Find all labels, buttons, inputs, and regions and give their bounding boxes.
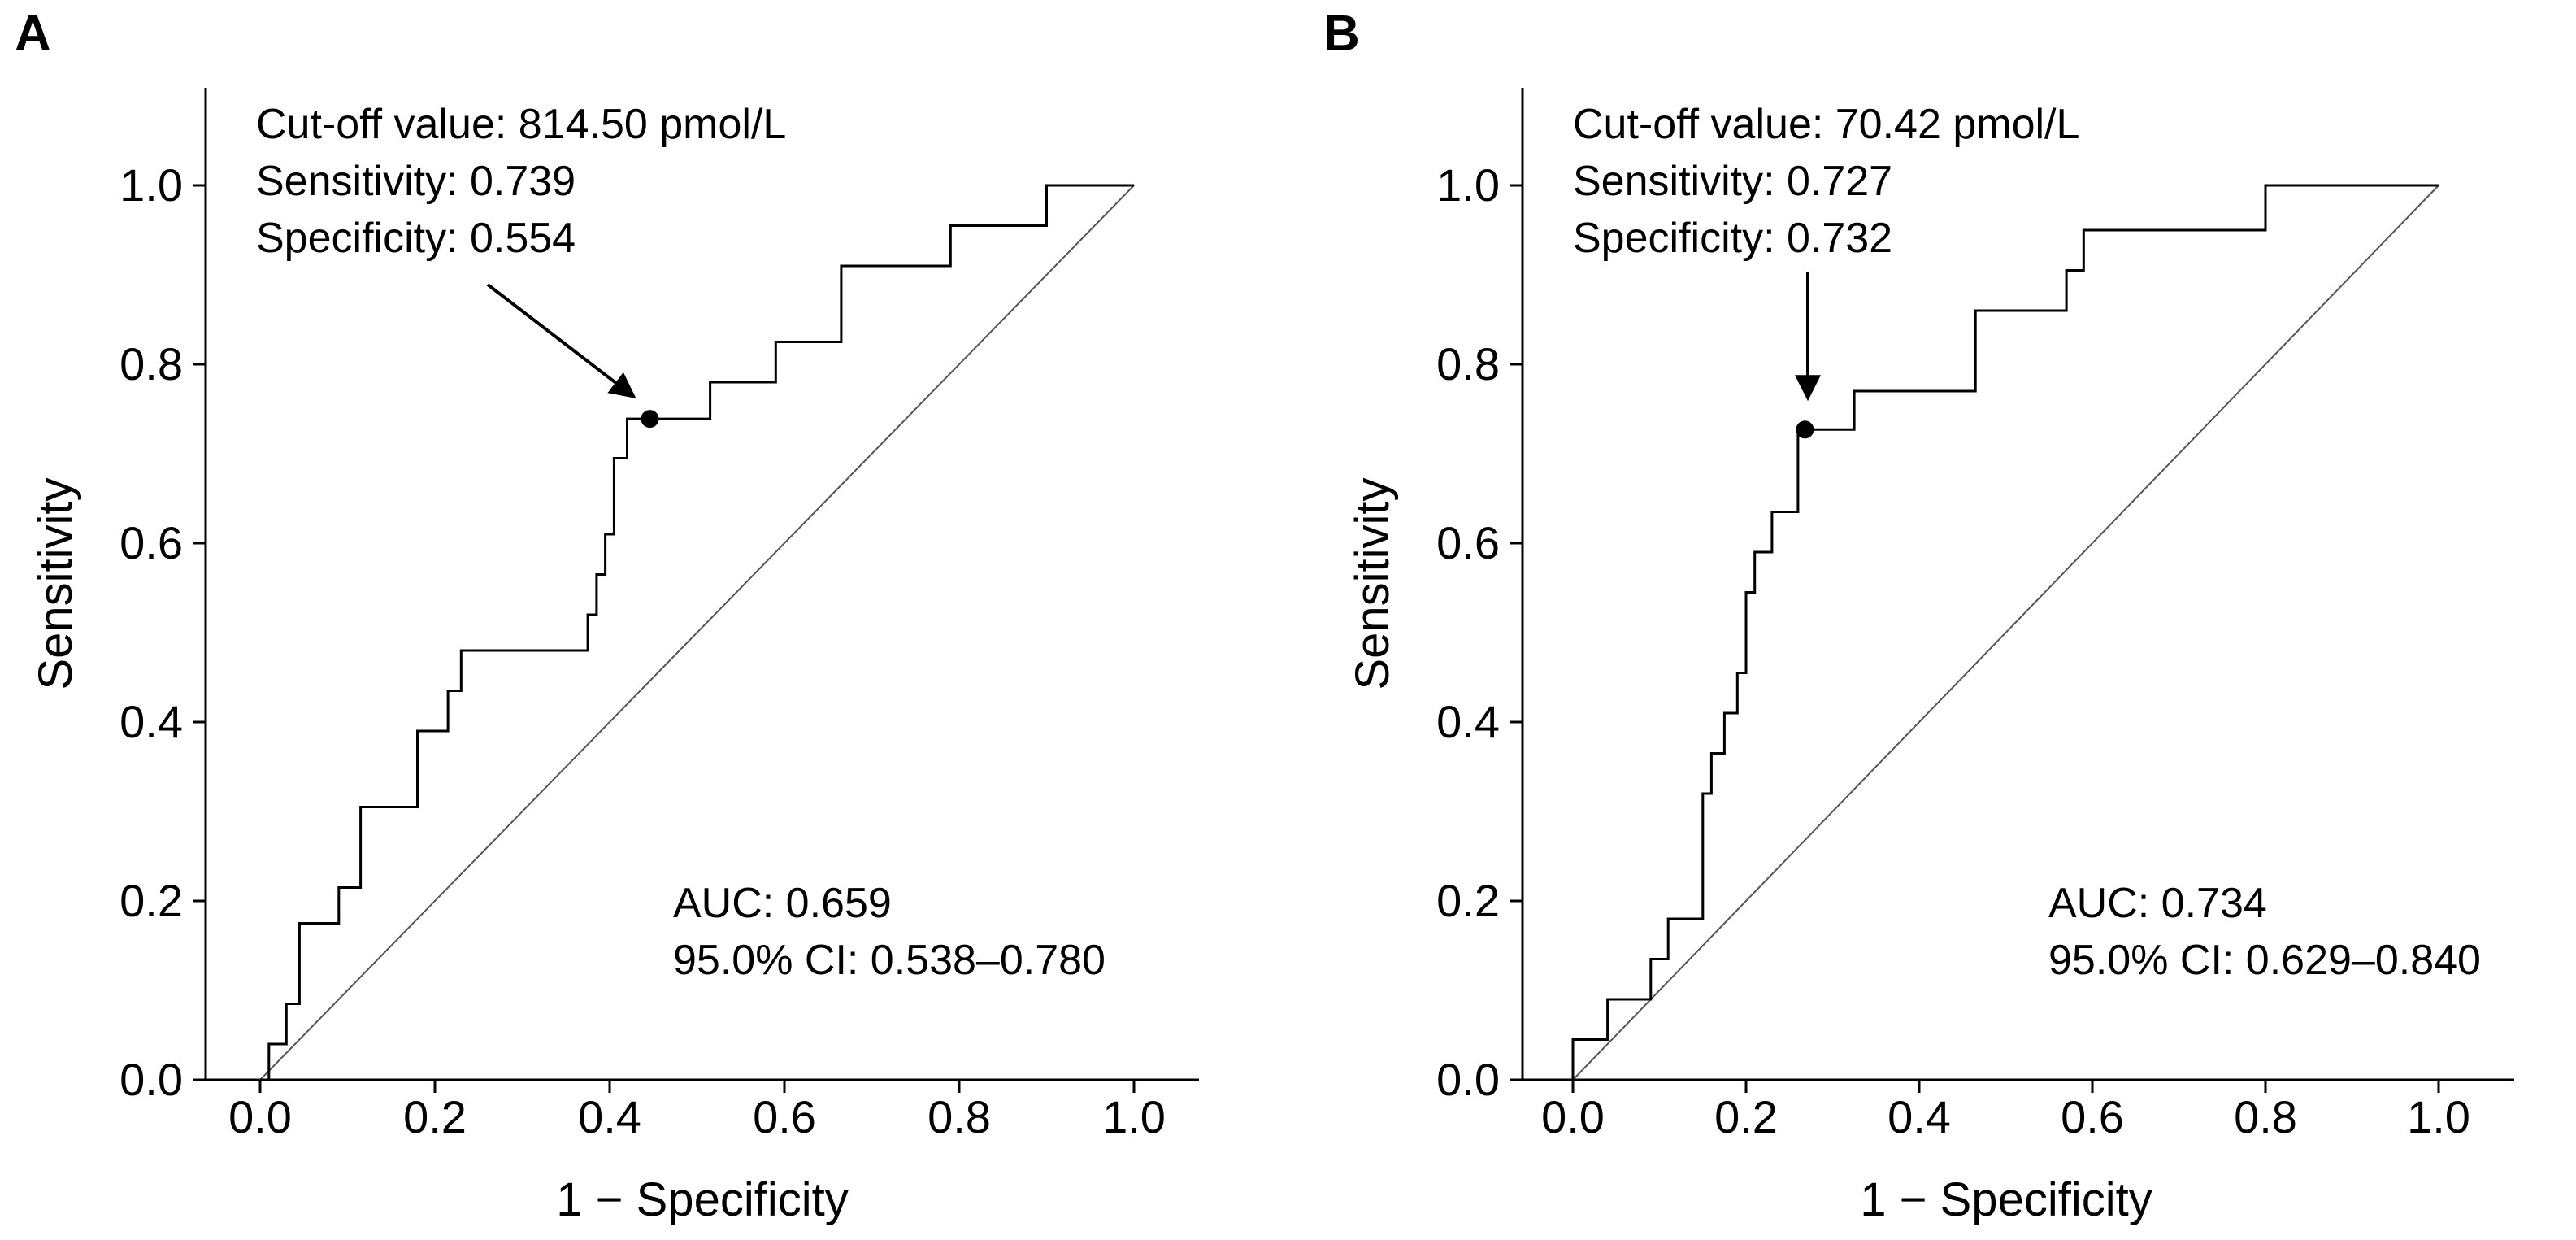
x-tick-label: 0.6 (753, 1091, 816, 1142)
x-tick-label: 0.2 (1714, 1091, 1778, 1142)
x-tick-label: 0.4 (578, 1091, 641, 1142)
auc-text: AUC: 0.659 (673, 880, 892, 927)
y-tick-label: 0.8 (1436, 338, 1500, 389)
auc-annotation: AUC: 0.734 95.0% CI: 0.629–0.840 (2048, 880, 2481, 984)
x-tick-label: 0.0 (228, 1091, 292, 1142)
panel-b: B 0.0 0.2 0.4 0.6 0.8 1.0 0.0 0.2 (1323, 6, 2514, 1226)
roc-curve-line (260, 184, 1134, 1081)
cutoff-sensitivity-text: Sensitivity: 0.727 (1573, 158, 1892, 205)
y-tick-label: 0.0 (119, 1054, 183, 1105)
x-tick-label: 1.0 (2407, 1091, 2470, 1142)
panel-letter: A (15, 6, 51, 62)
ci-text: 95.0% CI: 0.629–0.840 (2048, 937, 2481, 984)
cutoff-value-text: Cut-off value: 70.42 pmol/L (1573, 101, 2079, 148)
x-ticks: 0.0 0.2 0.4 0.6 0.8 1.0 (228, 1080, 1166, 1142)
reference-diagonal-line (259, 185, 1135, 1081)
x-axis-title: 1 − Specificity (1860, 1173, 2152, 1226)
y-axis-title: Sensitivity (1346, 477, 1399, 690)
cutoff-annotation: Cut-off value: 814.50 pmol/L Sensitivity… (256, 101, 786, 262)
reference-diagonal-line (1572, 185, 2439, 1081)
y-tick-label: 0.4 (119, 696, 183, 747)
x-tick-label: 0.8 (927, 1091, 991, 1142)
y-tick-label: 1.0 (119, 159, 183, 211)
x-tick-label: 1.0 (1102, 1091, 1166, 1142)
y-tick-label: 0.8 (119, 338, 183, 389)
y-tick-label: 0.0 (1436, 1054, 1500, 1105)
y-tick-label: 0.6 (1436, 517, 1500, 568)
auc-annotation: AUC: 0.659 95.0% CI: 0.538–0.780 (673, 880, 1106, 984)
y-tick-label: 1.0 (1436, 159, 1500, 211)
x-tick-label: 0.2 (403, 1091, 467, 1142)
y-tick-label: 0.4 (1436, 696, 1500, 747)
cutoff-sensitivity-text: Sensitivity: 0.739 (256, 158, 576, 205)
ci-text: 95.0% CI: 0.538–0.780 (673, 937, 1106, 984)
x-tick-label: 0.4 (1887, 1091, 1951, 1142)
auc-text: AUC: 0.734 (2048, 880, 2267, 927)
cutoff-arrow (486, 283, 636, 398)
cutoff-specificity-text: Specificity: 0.554 (256, 215, 576, 262)
roc-curve-line (1571, 184, 2439, 1080)
x-ticks: 0.0 0.2 0.4 0.6 0.8 1.0 (1541, 1080, 2470, 1142)
panel-letter: B (1323, 6, 1360, 62)
y-tick-label: 0.2 (119, 875, 183, 926)
y-tick-label: 0.2 (1436, 875, 1500, 926)
x-axis-title: 1 − Specificity (556, 1173, 848, 1226)
y-ticks: 0.0 0.2 0.4 0.6 0.8 1.0 (1436, 159, 1523, 1105)
x-tick-label: 0.8 (2234, 1091, 2297, 1142)
cutoff-value-text: Cut-off value: 814.50 pmol/L (256, 101, 786, 148)
y-ticks: 0.0 0.2 0.4 0.6 0.8 1.0 (119, 159, 206, 1105)
cutoff-point-marker (1796, 420, 1814, 439)
cutoff-annotation: Cut-off value: 70.42 pmol/L Sensitivity:… (1573, 101, 2079, 262)
y-tick-label: 0.6 (119, 517, 183, 568)
x-tick-label: 0.0 (1541, 1091, 1605, 1142)
cutoff-specificity-text: Specificity: 0.732 (1573, 215, 1892, 262)
y-axis-title: Sensitivity (29, 477, 82, 690)
cutoff-point-marker (641, 410, 659, 429)
panel-a: A 0.0 0.2 0.4 0.6 0.8 1.0 0.0 0.2 (15, 6, 1199, 1226)
x-tick-label: 0.6 (2061, 1091, 2124, 1142)
